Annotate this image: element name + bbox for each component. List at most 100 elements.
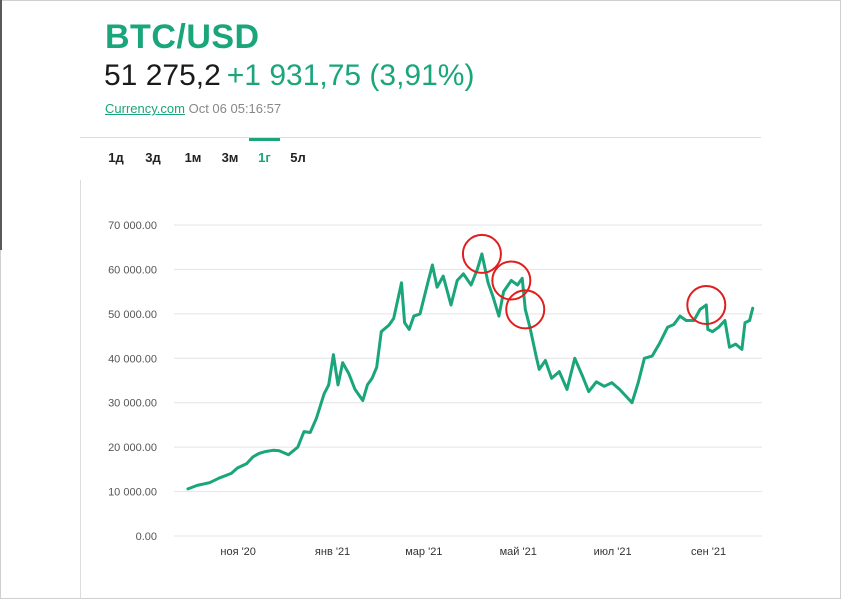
price-point (595, 380, 598, 384)
price-point (208, 481, 211, 484)
chart-container: 0.00 10 000.00 20 000.00 30 000.00 40 000.00… (80, 180, 762, 599)
price-point (327, 383, 330, 387)
price-point (573, 357, 576, 360)
tab-3d[interactable]: 3д (145, 150, 161, 165)
x-tick-label: мар '21 (405, 546, 442, 558)
price-point (502, 290, 505, 293)
price-point (602, 385, 606, 388)
price-point (353, 388, 357, 391)
tab-3m[interactable]: 3м (221, 150, 239, 165)
price-point (264, 450, 267, 453)
price-point (296, 445, 299, 449)
currency-pair-title: BTC/USD (105, 18, 260, 56)
price-point (537, 368, 541, 371)
price-point (581, 374, 584, 378)
price-point (412, 314, 416, 318)
price-point (618, 388, 621, 391)
y-tick-label: 30 000.00 (108, 398, 157, 410)
price-point (278, 449, 281, 452)
x-tick-label: июл '21 (594, 546, 632, 558)
highlight-circle (686, 284, 727, 325)
price-point (544, 359, 547, 362)
tab-1y[interactable]: 1г (249, 138, 280, 174)
price-point (392, 317, 395, 320)
price-point (236, 466, 239, 470)
price-point (245, 462, 248, 465)
price-point (610, 381, 614, 384)
price-point (643, 357, 646, 360)
price-point (480, 252, 484, 256)
price-point (666, 325, 669, 329)
price-point (706, 328, 710, 331)
price-point (672, 323, 675, 326)
price-chart: 0.00 10 000.00 20 000.00 30 000.00 40 000.00… (108, 220, 762, 558)
price-point (408, 328, 411, 331)
price-point (723, 319, 727, 322)
price-point (658, 341, 662, 344)
price-point (455, 279, 459, 282)
price-point (217, 477, 221, 480)
price-point (315, 417, 318, 420)
price-point (476, 268, 479, 271)
price-point (587, 390, 590, 393)
price-point (251, 455, 255, 459)
price-point (370, 377, 374, 380)
price-point (624, 394, 628, 398)
price-point (630, 401, 634, 404)
price-point (366, 383, 369, 387)
price-point (431, 263, 434, 267)
price-point (186, 487, 190, 491)
price-point (711, 330, 714, 333)
price-point (400, 281, 403, 284)
y-tick-label: 20 000.00 (108, 442, 157, 454)
price-point (558, 370, 561, 373)
price-point (740, 348, 744, 351)
price-point (550, 377, 553, 380)
quote-timestamp: Oct 06 05:16:57 (188, 101, 282, 116)
x-tick-label: май '21 (500, 546, 537, 558)
tab-1d[interactable]: 1д (108, 150, 124, 165)
price-point (678, 314, 682, 318)
price-point (717, 325, 720, 329)
price-point (380, 330, 383, 333)
price-point (748, 319, 751, 322)
price-point (684, 319, 688, 322)
price-point (751, 306, 754, 310)
y-tick-label: 70 000.00 (108, 220, 157, 232)
price-change: +1 931,75 (3,91%) (226, 59, 475, 92)
price-point (418, 312, 422, 316)
price-point (403, 321, 406, 324)
quote-line: 51 275,2 +1 931,75 (3,91%) (104, 59, 474, 93)
price-point (449, 303, 453, 307)
y-tick-label: 40 000.00 (108, 353, 157, 365)
header-divider (80, 137, 761, 138)
price-point (322, 392, 326, 396)
x-tick-label: янв '21 (315, 546, 350, 558)
tab-5y[interactable]: 5л (290, 150, 306, 165)
price-point (565, 388, 569, 391)
price-point (341, 361, 344, 364)
price-point (302, 430, 306, 433)
price-point (734, 342, 737, 346)
price-point (491, 294, 494, 298)
price-point (336, 383, 340, 387)
highlight-circle (505, 289, 546, 330)
tab-1m[interactable]: 1м (184, 150, 202, 165)
y-tick-label: 10 000.00 (108, 487, 157, 499)
price-point (510, 279, 513, 282)
price-point (462, 272, 465, 276)
price-point (257, 452, 261, 455)
price-point (347, 372, 351, 376)
price-point (650, 354, 654, 358)
x-tick-label: ноя '20 (220, 546, 256, 558)
price-point (387, 323, 391, 327)
price-point (469, 283, 473, 287)
source-link[interactable]: Currency.com (105, 101, 185, 116)
highlight-circle (461, 233, 502, 274)
price-point (497, 314, 501, 318)
price-point (524, 308, 527, 311)
price-point (743, 321, 747, 324)
price-point (196, 484, 199, 487)
price-point (361, 399, 364, 402)
x-tick-label: сен '21 (691, 546, 726, 558)
